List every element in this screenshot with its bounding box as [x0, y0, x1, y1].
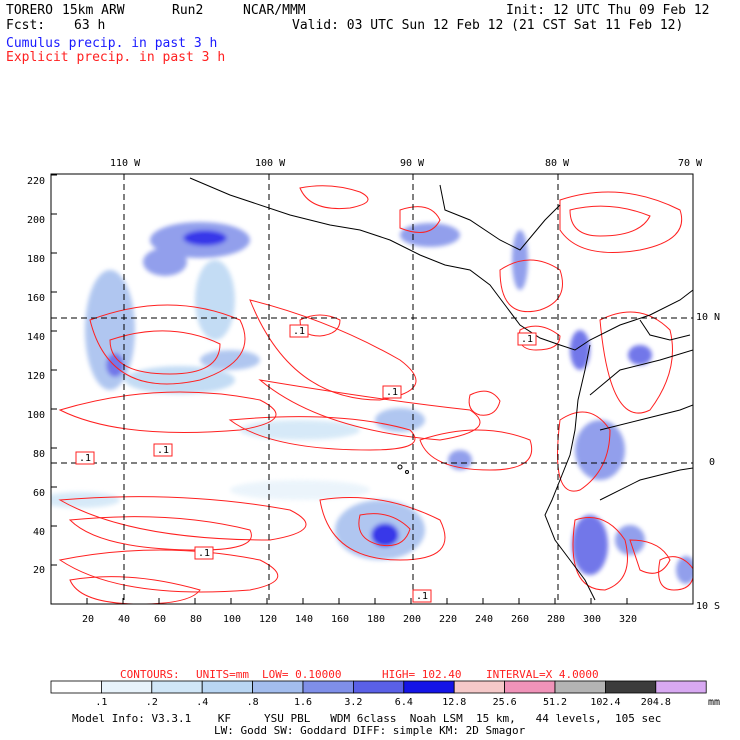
- x-tick-label: 80: [190, 614, 203, 625]
- colorbar-label: 204.8: [640, 697, 671, 708]
- colorbar-label: 1.6: [294, 697, 313, 708]
- colorbar-label: 12.8: [442, 697, 467, 708]
- forecast-hours: 63 h: [74, 18, 106, 33]
- x-tick-label: 220: [439, 614, 458, 625]
- colorbar-label: 25.6: [492, 697, 517, 708]
- axis-tick-marks: [50, 174, 628, 605]
- coastlines: [189, 177, 693, 601]
- graticule: [51, 174, 693, 604]
- y-tick-label: 80: [33, 449, 46, 460]
- model-name: TORERO: [6, 3, 53, 18]
- colorbar-swatch: [201, 680, 253, 694]
- colorbar-swatch: [605, 680, 657, 694]
- lat-label: 10 N: [696, 312, 721, 323]
- colorbar-label: .1: [95, 697, 108, 708]
- colorbar-swatch: [50, 680, 102, 694]
- colorbar-swatch: [302, 680, 354, 694]
- contour-box-label: .1: [157, 445, 169, 456]
- lon-label: 80 W: [545, 158, 570, 169]
- contour-box-label: .1: [198, 548, 210, 559]
- colorbar-swatch: [352, 680, 405, 694]
- cumulus-precip-label: Cumulus precip. in past 3 h: [6, 36, 218, 51]
- x-tick-label: 260: [511, 614, 530, 625]
- colorbar-swatch: [151, 680, 203, 694]
- lon-label: 90 W: [400, 158, 425, 169]
- contours-high: HIGH= 102.40: [382, 668, 462, 681]
- y-tick-label: 140: [27, 332, 46, 343]
- colorbar-swatch: [403, 680, 455, 694]
- y-tick-label: 40: [33, 527, 46, 538]
- run-label: Run2: [172, 3, 204, 18]
- lon-label: 100 W: [255, 158, 286, 169]
- x-tick-label: 240: [475, 614, 494, 625]
- forecast-label: Fcst:: [6, 18, 46, 33]
- contour-box-label: .1: [521, 334, 533, 345]
- contours-interval: INTERVAL=X 4.0000: [486, 668, 599, 681]
- colorbar-swatches: [50, 680, 707, 694]
- lon-label: 110 W: [110, 158, 141, 169]
- y-tick-label: 60: [33, 488, 46, 499]
- y-tick-label: 120: [27, 371, 46, 382]
- model-info: Model Info: V3.3.1 KF YSU PBL WDM 6class…: [72, 712, 662, 725]
- x-tick-label: 160: [331, 614, 350, 625]
- contour-value-boxes: .1 .1 .1 .1 .1 .1 .1: [75, 324, 537, 603]
- contours-low: LOW= 0.10000: [262, 668, 342, 681]
- lat-label: 0: [709, 457, 716, 468]
- physics-info: LW: Godd SW: Goddard DIFF: simple KM: 2D…: [214, 724, 526, 737]
- lat-label: 10 S: [696, 601, 721, 612]
- contour-box-label: .1: [416, 591, 428, 602]
- colorbar-label: .2: [145, 697, 158, 708]
- org-label: NCAR/MMM: [243, 3, 306, 18]
- x-tick-label: 100: [223, 614, 242, 625]
- colorbar-unit: mm: [708, 697, 721, 708]
- explicit-precip-label: Explicit precip. in past 3 h: [6, 50, 226, 65]
- contour-box-label: .1: [386, 387, 398, 398]
- x-tick-label: 120: [259, 614, 278, 625]
- contour-box-label: .1: [79, 453, 91, 464]
- x-tick-label: 60: [154, 614, 167, 625]
- y-tick-label: 20: [33, 565, 46, 576]
- colorbar-label: 51.2: [543, 697, 568, 708]
- x-tick-label: 20: [82, 614, 95, 625]
- colorbar-label: 102.4: [590, 697, 621, 708]
- x-tick-label: 300: [583, 614, 602, 625]
- colorbar-swatch: [101, 680, 153, 694]
- lon-label: 70 W: [678, 158, 703, 169]
- x-tick-label: 200: [403, 614, 422, 625]
- valid-time: Valid: 03 UTC Sun 12 Feb 12 (21 CST Sat …: [292, 18, 684, 33]
- y-tick-label: 220: [27, 176, 46, 187]
- colorbar-label: .8: [246, 697, 259, 708]
- x-tick-label: 180: [367, 614, 386, 625]
- x-tick-label: 140: [295, 614, 314, 625]
- init-time: Init: 12 UTC Thu 09 Feb 12: [506, 3, 710, 18]
- colorbar-label: 6.4: [394, 697, 413, 708]
- colorbar-swatch: [554, 680, 606, 694]
- y-tick-label: 100: [27, 410, 46, 421]
- contours-units: UNITS=mm: [196, 668, 249, 681]
- contours-label: CONTOURS:: [120, 668, 180, 681]
- colorbar-swatch: [655, 680, 707, 694]
- x-tick-label: 280: [547, 614, 566, 625]
- colorbar-swatch: [252, 680, 304, 694]
- plot-frame: [50, 173, 694, 605]
- y-tick-label: 160: [27, 293, 46, 304]
- x-tick-label: 320: [619, 614, 638, 625]
- contour-box-label: .1: [293, 326, 305, 337]
- colorbar-label: .4: [196, 697, 209, 708]
- colorbar-label: 3.2: [344, 697, 363, 708]
- y-tick-label: 180: [27, 254, 46, 265]
- y-tick-label: 200: [27, 215, 46, 226]
- cumulus-precip-field: [51, 222, 693, 584]
- x-tick-label: 40: [118, 614, 131, 625]
- model-resolution: 15km ARW: [62, 3, 125, 18]
- colorbar-swatch: [453, 680, 506, 694]
- colorbar-swatch: [504, 680, 556, 694]
